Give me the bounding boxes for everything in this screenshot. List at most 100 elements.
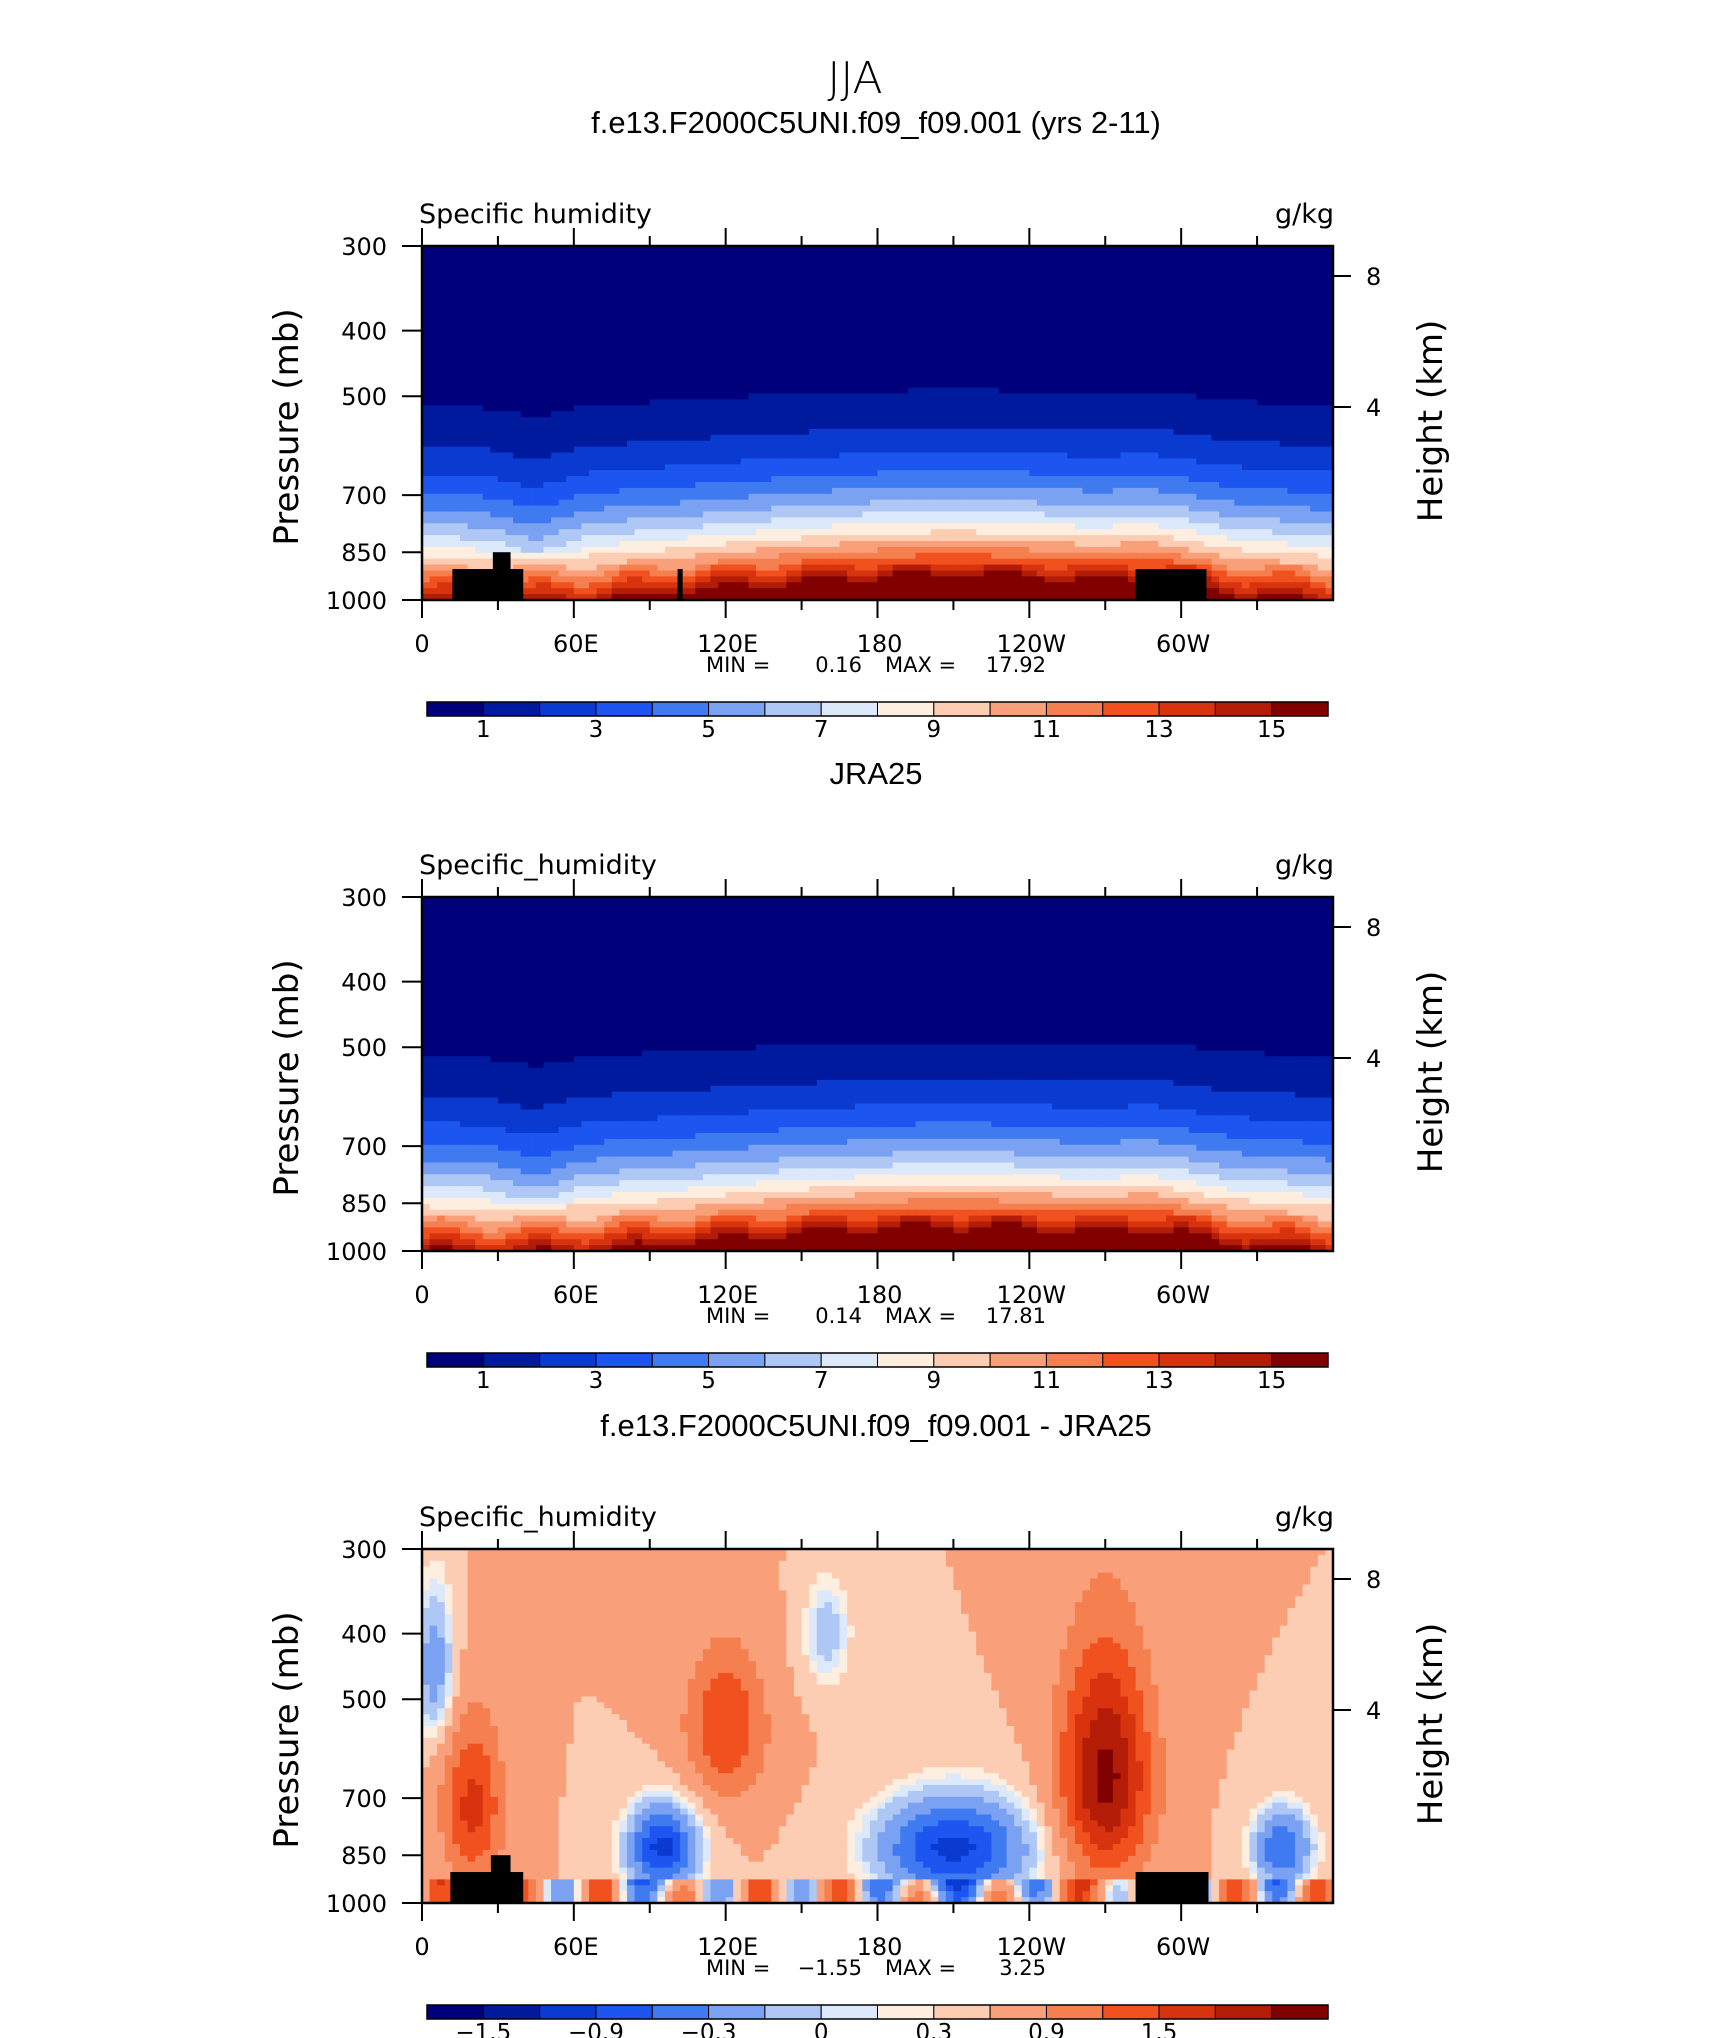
ylabel-right: Height (km) — [1411, 971, 1451, 1174]
stats-min-label: MIN = — [706, 653, 770, 677]
ytick-label: 400 — [341, 318, 387, 346]
xtick-label: 120W — [997, 1281, 1067, 1309]
colorbar: 1 3 5 7 9 11 13 15 — [426, 1352, 1329, 1394]
variable-label: Specific humidity — [419, 199, 652, 230]
contour-field — [422, 1549, 1333, 1903]
ytick-right-label: 4 — [1366, 394, 1381, 422]
colorbar: 1 3 5 7 9 11 13 15 — [426, 701, 1329, 743]
xtick-label: 180 — [857, 1933, 903, 1961]
xtick-label: 0 — [414, 1933, 429, 1961]
ytick-right-label: 8 — [1366, 914, 1381, 942]
ytick-label: 300 — [341, 233, 387, 261]
ytick-label: 1000 — [326, 1890, 387, 1918]
stats-max-label: MAX = — [885, 1956, 956, 1980]
colorbar-label: 1 — [476, 1368, 491, 1394]
panel-title: f.e13.F2000C5UNI.f09_f09.001 - JRA25 — [600, 1408, 1151, 1443]
xtick-label: 60E — [553, 630, 599, 658]
colorbar-label: 13 — [1144, 717, 1173, 743]
xtick-label: 120W — [997, 630, 1067, 658]
variable-label: Specific_humidity — [419, 850, 657, 881]
colorbar-label: −0.9 — [568, 2020, 624, 2038]
ytick-label: 300 — [341, 884, 387, 912]
colorbar-label: 1 — [476, 717, 491, 743]
colorbar-label: 0.3 — [916, 2020, 953, 2038]
ytick-label: 850 — [341, 1842, 387, 1870]
xtick-label: 60E — [553, 1933, 599, 1961]
colorbar-label: −1.5 — [455, 2020, 511, 2038]
colorbar-label: 1.5 — [1141, 2020, 1178, 2038]
colorbar-label: 3 — [589, 717, 604, 743]
stats-max-value: 3.25 — [999, 1956, 1046, 1980]
xtick-label: 180 — [857, 630, 903, 658]
colorbar-label: 13 — [1144, 1368, 1173, 1394]
colorbar-label: 5 — [701, 1368, 716, 1394]
stats-min-value: 0.16 — [815, 653, 862, 677]
colorbar-label: 0.9 — [1028, 2020, 1065, 2038]
ytick-label: 1000 — [326, 587, 387, 615]
ytick-label: 500 — [341, 1686, 387, 1714]
ytick-right-label: 8 — [1366, 263, 1381, 291]
ylabel: Pressure (mb) — [267, 1611, 307, 1848]
ytick-right-label: 4 — [1366, 1697, 1381, 1725]
ylabel-right: Height (km) — [1411, 1623, 1451, 1826]
figure-title: JJA — [827, 53, 882, 104]
ytick-label: 300 — [341, 1536, 387, 1564]
panel-title: JRA25 — [829, 756, 922, 791]
xtick-label: 120W — [997, 1933, 1067, 1961]
panel-1: f.e13.F2000C5UNI.f09_f09.001 (yrs 2-11) S… — [267, 105, 1451, 743]
colorbar-label: 15 — [1257, 1368, 1286, 1394]
ytick-right-label: 8 — [1366, 1566, 1381, 1594]
stats-max-value: 17.92 — [986, 653, 1046, 677]
variable-label: Specific_humidity — [419, 1502, 657, 1533]
xtick-label: 180 — [857, 1281, 903, 1309]
colorbar-label: 0 — [814, 2020, 829, 2038]
colorbar-label: 7 — [814, 717, 829, 743]
xtick-label: 0 — [414, 630, 429, 658]
xtick-label: 120E — [697, 1281, 758, 1309]
stats-max-label: MAX = — [885, 653, 956, 677]
ytick-label: 700 — [341, 482, 387, 510]
ytick-label: 850 — [341, 1190, 387, 1218]
ytick-label: 1000 — [326, 1238, 387, 1266]
topography-mask — [450, 1855, 1209, 1903]
colorbar-label: 11 — [1032, 717, 1061, 743]
xtick-label: 60W — [1156, 630, 1210, 658]
stats-max-label: MAX = — [885, 1304, 956, 1328]
ytick-right-label: 4 — [1366, 1045, 1381, 1073]
units-label: g/kg — [1275, 199, 1334, 230]
stats-min-value: 0.14 — [815, 1304, 862, 1328]
stats-min-label: MIN = — [706, 1956, 770, 1980]
colorbar-label: 15 — [1257, 717, 1286, 743]
xtick-label: 60W — [1156, 1933, 1210, 1961]
panel-3: f.e13.F2000C5UNI.f09_f09.001 - JRA25 Spec… — [267, 1408, 1451, 2038]
xtick-label: 120E — [697, 630, 758, 658]
panels: f.e13.F2000C5UNI.f09_f09.001 (yrs 2-11) S… — [267, 105, 1451, 2038]
colorbar-label: 9 — [926, 717, 941, 743]
ytick-label: 400 — [341, 969, 387, 997]
ytick-label: 500 — [341, 1034, 387, 1062]
ytick-label: 400 — [341, 1621, 387, 1649]
colorbar-label: −0.3 — [681, 2020, 737, 2038]
topography-mask — [452, 552, 1207, 600]
colorbar-label: 3 — [589, 1368, 604, 1394]
ylabel: Pressure (mb) — [267, 959, 307, 1196]
ytick-label: 850 — [341, 539, 387, 567]
colorbar-label: 7 — [814, 1368, 829, 1394]
ylabel: Pressure (mb) — [267, 308, 307, 545]
units-label: g/kg — [1275, 1502, 1334, 1533]
ytick-label: 700 — [341, 1785, 387, 1813]
contour-field — [422, 246, 1333, 600]
xtick-label: 120E — [697, 1933, 758, 1961]
colorbar-label: 9 — [926, 1368, 941, 1394]
ytick-label: 700 — [341, 1133, 387, 1161]
xtick-label: 0 — [414, 1281, 429, 1309]
contour-field — [422, 897, 1333, 1251]
stats-min-value: −1.55 — [798, 1956, 862, 1980]
colorbar-label: 5 — [701, 717, 716, 743]
ytick-label: 500 — [341, 383, 387, 411]
xtick-label: 60E — [553, 1281, 599, 1309]
ylabel-right: Height (km) — [1411, 320, 1451, 523]
xtick-label: 60W — [1156, 1281, 1210, 1309]
